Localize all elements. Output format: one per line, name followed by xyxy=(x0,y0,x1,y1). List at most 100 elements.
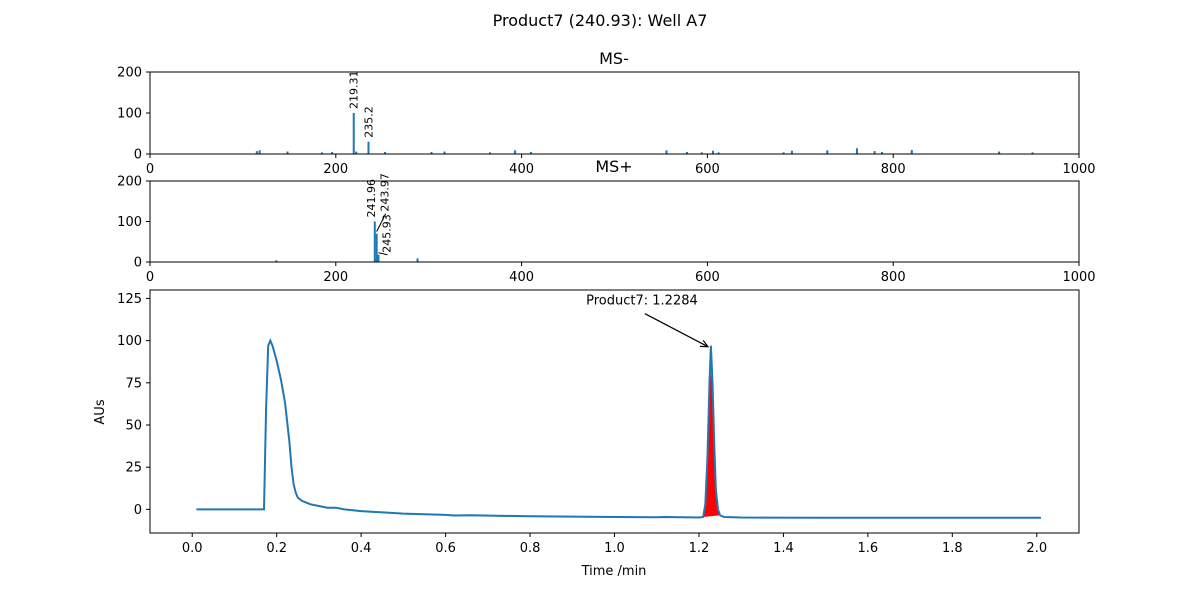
ms-neg-ticks: 0 200 400 600 800 1000 0 100 200 xyxy=(117,66,1095,178)
ms-pos-peak-label: 241.96 xyxy=(365,179,378,218)
ms-neg-xtick-label: 800 xyxy=(881,162,906,177)
ms-neg-axes xyxy=(149,71,1080,155)
ms-pos-xtick-label: 1000 xyxy=(1062,270,1095,285)
chrom-xtick-label: 2.0 xyxy=(1026,541,1047,556)
ms-pos-peak-bar xyxy=(275,260,278,262)
ms-pos-ytick-label: 0 xyxy=(134,256,142,271)
ms-pos-xtick-label: 400 xyxy=(509,270,534,285)
chrom-ytick-label: 100 xyxy=(117,334,142,349)
ms-neg-peak-bar xyxy=(352,113,355,154)
ms-neg-peak-bar xyxy=(255,151,258,154)
ms-pos-peak-bar xyxy=(375,233,378,262)
ms-neg-peak-bar xyxy=(717,152,720,154)
ms-neg-peak-bar xyxy=(700,152,703,154)
ms-pos-peak-label-leader xyxy=(378,252,388,256)
ms-neg-bars xyxy=(255,113,1034,154)
ms-neg-peak-bar xyxy=(711,150,714,154)
ms-pos-peak-bar xyxy=(416,258,419,262)
ms-pos-xtick-label: 600 xyxy=(695,270,720,285)
ms-neg-peak-bar xyxy=(826,150,829,154)
ms-neg-peak-bar xyxy=(855,148,858,154)
chromatogram-ticks: 0.0 0.2 0.4 0.6 0.8 1.0 1.2 1.4 1.6 1.8 2.0 0 25 50 75… xyxy=(117,292,1047,556)
ms-neg-peak-bar xyxy=(258,150,261,154)
chrom-xtick-label: 1.8 xyxy=(942,541,963,556)
chrom-xtick-label: 0.6 xyxy=(435,541,456,556)
chrom-xtick-label: 1.2 xyxy=(689,541,710,556)
ms-pos-peak-labels: 241.96 243.97 245.93 xyxy=(365,173,393,256)
peak-annotation-label: Product7: 1.2284 xyxy=(586,294,698,309)
ms-neg-peak-bar xyxy=(384,151,387,154)
ms-neg-peak-bar xyxy=(665,150,668,154)
ms-pos-axes xyxy=(149,180,1080,263)
ms-neg-peak-label: 235.2 xyxy=(363,106,376,138)
ms-neg-peak-bar xyxy=(998,151,1001,154)
ms-neg-peak-bar xyxy=(355,151,358,154)
chrom-xtick-label: 1.4 xyxy=(773,541,794,556)
figure-title: Product7 (240.93): Well A7 xyxy=(493,11,708,30)
ms-neg-peak-bar xyxy=(529,151,532,154)
ms-neg-peak-bar xyxy=(331,151,334,154)
chromatogram-axes xyxy=(149,289,1080,534)
chromatogram-annotation: Product7: 1.2284 xyxy=(586,294,710,348)
ms-pos-xtick-label: 800 xyxy=(881,270,906,285)
ms-pos-ytick-label: 200 xyxy=(117,175,142,190)
chromatogram-panel: Product7: 1.2284 0.0 0.2 0.4 0.6 0.8 1.0 1.2 1.… xyxy=(93,289,1080,579)
ms-neg-peak-bar xyxy=(1031,152,1034,154)
ms-neg-peak-label: 219.31 xyxy=(348,71,361,110)
chrom-xtick-label: 0.4 xyxy=(351,541,372,556)
ms-neg-xtick-label: 1000 xyxy=(1062,162,1095,177)
ms-neg-peak-bar xyxy=(514,150,517,154)
ms-neg-ytick-label: 200 xyxy=(117,66,142,81)
ms-neg-peak-bar xyxy=(443,151,446,154)
ms-neg-peak-bar xyxy=(286,151,289,154)
peak-annotation-arrowhead xyxy=(699,339,710,348)
x-axis-label: Time /min xyxy=(581,564,647,579)
ms-pos-ticks: 0 200 400 600 800 1000 0 100 200 xyxy=(117,175,1095,286)
chrom-ytick-label: 25 xyxy=(125,461,142,476)
ms-pos-peak-label-leader xyxy=(376,213,387,232)
chrom-ytick-label: 50 xyxy=(125,419,142,434)
chrom-xtick-label: 1.6 xyxy=(858,541,879,556)
ms-neg-xtick-label: 600 xyxy=(695,162,720,177)
y-axis-label: AUs xyxy=(93,399,108,424)
ms-neg-xtick-label: 200 xyxy=(323,162,348,177)
ms-neg-peak-bar xyxy=(881,151,884,154)
ms-pos-bars xyxy=(275,221,419,262)
ms-neg-peak-bar xyxy=(782,152,785,154)
ms-pos-peak-bar xyxy=(373,221,376,262)
ms-neg-ytick-label: 0 xyxy=(134,148,142,163)
ms-neg-peak-bar xyxy=(320,152,323,154)
chrom-ytick-label: 0 xyxy=(134,503,142,518)
chrom-ytick-label: 125 xyxy=(117,292,142,307)
chromatogram-line xyxy=(196,338,1041,519)
ms-pos-xtick-label: 0 xyxy=(146,270,154,285)
ms-pos-peak-bar xyxy=(377,254,380,262)
ms-neg-xtick-label: 0 xyxy=(146,162,154,177)
chrom-xtick-label: 0.0 xyxy=(182,541,203,556)
ms-neg-peak-bar xyxy=(489,152,492,154)
ms-neg-title: MS- xyxy=(599,49,629,68)
ms-neg-peak-bar xyxy=(430,151,433,154)
ms-neg-peak-bar xyxy=(367,141,370,154)
ms-neg-peak-bar xyxy=(910,149,913,154)
ms-pos-title: MS+ xyxy=(595,157,632,176)
ms-neg-peak-bar xyxy=(685,151,688,154)
chrom-xtick-label: 0.2 xyxy=(266,541,287,556)
ms-pos-ytick-label: 100 xyxy=(117,215,142,230)
ms-neg-peak-bar xyxy=(790,150,793,154)
chrom-xtick-label: 0.8 xyxy=(520,541,541,556)
chrom-ytick-label: 75 xyxy=(125,376,142,391)
ms-neg-ytick-label: 100 xyxy=(117,107,142,122)
chrom-xtick-label: 1.0 xyxy=(604,541,625,556)
peak-annotation-arrow xyxy=(644,313,709,348)
ms-neg-xtick-label: 400 xyxy=(509,162,534,177)
chromatogram-peak-fill xyxy=(703,371,721,517)
ms-neg-peak-bar xyxy=(873,151,876,154)
ms-pos-peak-label: 243.97 xyxy=(379,173,392,212)
ms-pos-xtick-label: 200 xyxy=(323,270,348,285)
ms-pos-peak-label: 245.93 xyxy=(380,214,393,253)
